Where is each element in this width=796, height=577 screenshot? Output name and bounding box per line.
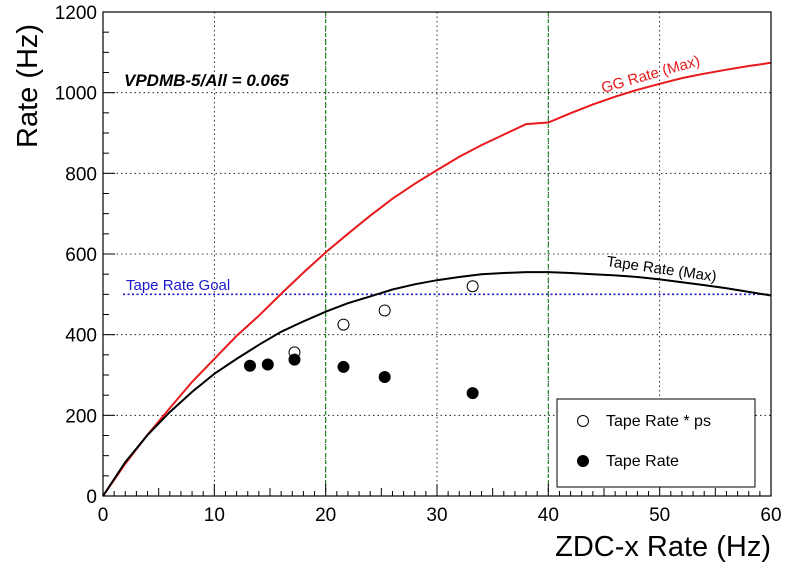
x-tick-label: 0 [98,505,109,526]
x-tick-label: 20 [315,505,336,526]
legend-open-circle-marker [577,415,589,427]
x-tick-label: 40 [538,505,559,526]
x-axis-title: ZDC-x Rate (Hz) [555,531,771,563]
grid-layer [103,12,771,496]
x-tick-label: 10 [204,505,225,526]
points-layer [243,280,479,400]
tape-rate-point [378,371,391,384]
legend-filled-circle-marker [577,455,589,467]
chart-annotation: VPDMB-5/All = 0.065 [124,71,289,90]
tape-rate-point [261,358,274,371]
tape-rate-point [243,359,256,372]
tape-rate-ps-point [466,280,479,293]
y-axis-title: Rate (Hz) [12,24,44,148]
x-tick-label: 50 [649,505,670,526]
tape-rate-point [466,387,479,400]
goal-line-label: Tape Rate Goal [126,277,230,294]
legend-entry-tape-rate-ps: Tape Rate * ps [606,413,711,430]
legend: Tape Rate * ps Tape Rate [556,398,756,488]
gg-rate-max-curve [102,61,772,497]
y-tick-label: 1000 [55,84,97,105]
reference-lines [123,12,771,496]
tape-rate-ps-point [337,318,350,331]
legend-box [556,398,756,488]
curves-layer [102,61,772,497]
y-tick-label: 1200 [55,3,97,24]
y-tick-label: 600 [65,245,97,266]
x-tick-label: 30 [426,505,447,526]
y-tick-label: 0 [86,487,97,508]
tape-rate-max-curve [102,271,772,497]
x-tick-label: 60 [760,505,781,526]
y-tick-label: 400 [65,326,97,347]
y-tick-label: 800 [65,164,97,185]
y-tick-label: 200 [65,406,97,427]
tape-rate-ps-point [378,304,391,317]
tape-rate-point [288,353,301,366]
legend-entry-tape-rate: Tape Rate [606,453,679,470]
tape-rate-point [337,360,350,373]
